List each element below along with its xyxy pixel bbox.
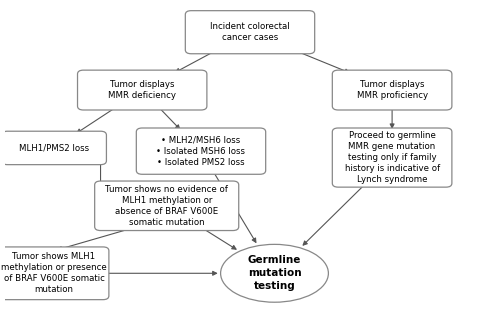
FancyBboxPatch shape [2,131,106,165]
Text: MLH1/PMS2 loss: MLH1/PMS2 loss [19,143,89,153]
FancyBboxPatch shape [136,128,266,174]
FancyBboxPatch shape [78,70,207,110]
Text: Tumor displays
MMR deficiency: Tumor displays MMR deficiency [108,80,176,100]
Text: Tumor shows MLH1
methylation or presence
of BRAF V600E somatic
mutation: Tumor shows MLH1 methylation or presence… [1,252,107,295]
FancyBboxPatch shape [332,128,452,187]
Text: Incident colorectal
cancer cases: Incident colorectal cancer cases [210,22,290,42]
Text: Tumor displays
MMR proficiency: Tumor displays MMR proficiency [356,80,428,100]
Text: • MLH2/MSH6 loss
• Isolated MSH6 loss
• Isolated PMS2 loss: • MLH2/MSH6 loss • Isolated MSH6 loss • … [156,135,246,167]
FancyBboxPatch shape [332,70,452,110]
Text: Proceed to germline
MMR gene mutation
testing only if family
history is indicati: Proceed to germline MMR gene mutation te… [344,131,440,184]
FancyBboxPatch shape [0,247,109,300]
Text: Germline
mutation
testing: Germline mutation testing [248,255,302,292]
Text: Tumor shows no evidence of
MLH1 methylation or
absence of BRAF V600E
somatic mut: Tumor shows no evidence of MLH1 methylat… [106,185,228,227]
FancyBboxPatch shape [94,181,238,231]
FancyBboxPatch shape [186,11,314,54]
Ellipse shape [220,244,328,302]
